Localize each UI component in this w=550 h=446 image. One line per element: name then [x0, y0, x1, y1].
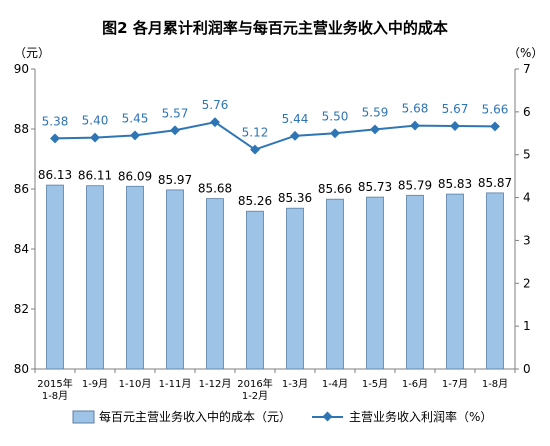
bar [326, 198, 344, 370]
chart-title: 图2 各月累计利润率与每百元主营业务收入中的成本 [102, 19, 448, 37]
bar-value-label: 85.73 [358, 180, 392, 194]
line-value-label: 5.40 [82, 114, 109, 128]
line-point-marker [210, 117, 220, 128]
x-tick-label: 1-6月 [402, 378, 428, 390]
x-tick-label: 1-11月 [159, 378, 192, 390]
x-tick-label: 2016年 [237, 377, 272, 390]
legend: 每百元主营业务收入中的成本（元） 主营业务收入利润率（%） [72, 409, 492, 424]
x-tick-label: 1-9月 [82, 378, 108, 390]
legend-bar-swatch [72, 410, 95, 424]
line-point-marker [490, 121, 500, 132]
x-tick-label: 2015年 [37, 377, 72, 390]
bar [166, 189, 184, 370]
bar-value-label: 85.79 [398, 178, 432, 192]
x-tick-label: 1-5月 [362, 378, 388, 390]
line-point-marker [450, 121, 460, 131]
right-tick-label: 6 [523, 105, 531, 119]
bar-value-label: 85.26 [238, 194, 272, 208]
line-value-label: 5.76 [202, 98, 229, 112]
bar-value-label: 86.13 [38, 168, 72, 182]
left-tick-label: 88 [14, 122, 29, 136]
line-point-marker [170, 125, 180, 136]
bar-value-label: 85.68 [198, 182, 232, 196]
x-tick-label: 1-12月 [199, 378, 232, 390]
bar [286, 207, 304, 370]
line-value-label: 5.59 [362, 105, 389, 119]
legend-bar-label: 每百元主营业务收入中的成本（元） [99, 409, 291, 424]
x-tick-label: 1-4月 [322, 378, 348, 390]
bar [206, 198, 224, 370]
left-tick-label: 86 [14, 182, 29, 196]
bar [406, 194, 424, 370]
right-tick-label: 1 [523, 319, 531, 333]
line-point-marker [50, 133, 60, 144]
line-point-marker [370, 124, 380, 135]
line-point-marker [90, 132, 100, 143]
right-tick-label: 5 [523, 148, 531, 162]
right-tick-label: 0 [523, 362, 531, 376]
x-tick-label: 1-10月 [119, 378, 152, 390]
line-point-marker [330, 128, 340, 139]
bar [486, 192, 504, 370]
line-value-label: 5.50 [322, 109, 349, 123]
bar [366, 196, 384, 370]
plot-area: 8082848688900123456786.132015年1-8月86.111… [14, 62, 531, 402]
right-tick-label: 4 [523, 191, 531, 205]
bar-value-label: 85.36 [278, 191, 312, 205]
bar [86, 185, 104, 370]
x-tick-label: 1-7月 [442, 378, 468, 390]
bar [446, 193, 464, 370]
line-value-label: 5.66 [482, 102, 509, 116]
bar-value-label: 85.66 [318, 182, 352, 196]
left-axis-unit: （元） [14, 46, 50, 60]
line-value-label: 5.57 [162, 106, 189, 120]
right-tick-label: 2 [523, 276, 531, 290]
x-tick-label: 1-2月 [242, 390, 268, 402]
line-value-label: 5.38 [42, 114, 69, 128]
line-value-label: 5.67 [442, 102, 469, 116]
bar [246, 210, 264, 370]
bar-value-label: 85.87 [478, 176, 512, 190]
legend-line-marker [322, 411, 333, 422]
x-tick-label: 1-8月 [482, 378, 508, 390]
right-tick-label: 3 [523, 233, 531, 247]
bar-value-label: 85.97 [158, 173, 192, 187]
line-value-label: 5.45 [122, 111, 149, 125]
left-tick-label: 82 [14, 302, 29, 316]
bar [126, 185, 144, 370]
line-series-path [54, 121, 496, 151]
bar-value-label: 86.11 [78, 169, 112, 183]
line-point-marker [410, 120, 420, 131]
left-tick-label: 80 [14, 362, 29, 376]
x-tick-label: 1-8月 [42, 390, 68, 402]
bar-value-label: 86.09 [118, 169, 152, 183]
line-value-label: 5.44 [282, 112, 309, 126]
right-axis-unit: （%） [508, 46, 543, 60]
left-tick-label: 84 [14, 242, 29, 256]
line-value-label: 5.68 [402, 102, 429, 116]
legend-line-label: 主营业务收入利润率（%） [349, 409, 492, 424]
line-point-marker [130, 130, 140, 141]
bar [46, 184, 64, 370]
left-tick-label: 90 [14, 62, 29, 76]
x-tick-label: 1-3月 [282, 378, 308, 390]
right-tick-label: 7 [523, 62, 531, 76]
line-point-marker [250, 144, 260, 155]
bar-value-label: 85.83 [438, 177, 472, 191]
line-value-label: 5.12 [242, 126, 269, 140]
line-point-marker [290, 130, 300, 141]
